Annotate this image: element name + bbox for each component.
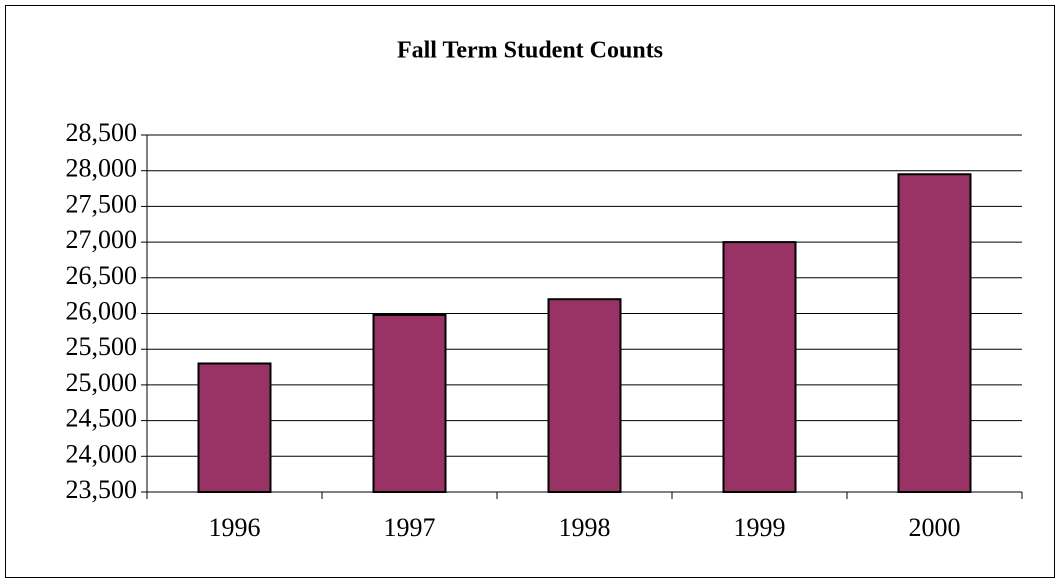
x-tick-label: 1996 — [209, 513, 261, 542]
chart-title: Fall Term Student Counts — [397, 38, 663, 64]
y-tick-label: 25,500 — [66, 332, 138, 361]
x-tick-label: 1998 — [559, 513, 611, 542]
y-tick-label: 28,000 — [66, 154, 138, 183]
y-tick-label: 28,500 — [66, 118, 138, 147]
bar — [897, 173, 972, 494]
bar — [197, 362, 272, 494]
x-tick-label: 1997 — [384, 513, 436, 542]
y-tick-label: 26,000 — [66, 296, 138, 325]
y-tick-label: 27,500 — [66, 189, 138, 218]
y-tick-label: 24,000 — [66, 439, 138, 468]
x-tick-label: 2000 — [909, 513, 961, 542]
y-tick-label: 23,500 — [66, 475, 138, 504]
y-tick-label: 24,500 — [66, 404, 138, 433]
y-tick-label: 26,500 — [66, 261, 138, 290]
y-tick-label: 25,000 — [66, 368, 138, 397]
x-tick-label: 1999 — [734, 513, 786, 542]
bar — [372, 313, 447, 494]
bar — [722, 241, 797, 493]
y-tick-label: 27,000 — [66, 225, 138, 254]
chart-border — [5, 5, 1055, 578]
bar — [547, 298, 622, 493]
